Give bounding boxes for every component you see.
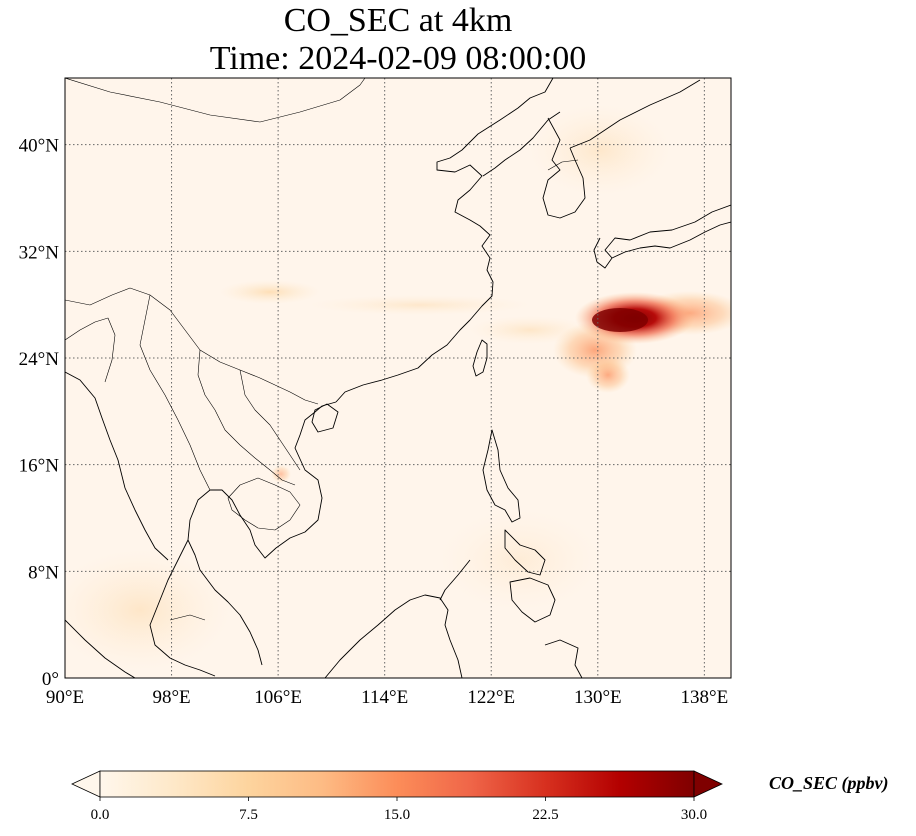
colorbar: 0.0 7.5 15.0 22.5 30.0 CO_SEC (ppbv): [71, 770, 889, 823]
coast-taiwan: [472, 339, 488, 377]
coast-mindanao: [509, 577, 556, 623]
border-india-myanmar: [65, 317, 116, 383]
field-cambodia-spot: [271, 465, 291, 483]
lon-tick-label: 130°E: [574, 687, 622, 708]
coast-palawan: [439, 559, 471, 601]
colorbar-ticks: 0.0 7.5 15.0 22.5 30.0: [91, 797, 707, 823]
title-line-time: Time: 2024-02-09 08:00:00: [209, 40, 587, 77]
colorbar-tick-label: 22.5: [532, 807, 558, 823]
colorbar-extend-max: [693, 770, 723, 798]
lat-tick-label: 8°N: [28, 562, 59, 583]
gridlines: [65, 78, 731, 678]
border-china-north: [65, 78, 366, 123]
coast-myanmar: [65, 371, 169, 561]
lat-tick-label: 32°N: [19, 242, 60, 263]
lon-tick-label: 98°E: [152, 687, 190, 708]
lon-tick-label: 114°E: [361, 687, 408, 708]
border-laos-vietnam: [239, 369, 301, 471]
title-line-variable: CO_SEC at 4km: [283, 2, 513, 39]
map-title: CO_SEC at 4km Time: 2024-02-09 08:00:00: [0, 2, 796, 78]
field-southwest: [65, 550, 230, 670]
coast-indochina: [187, 401, 337, 666]
coast-malay-peninsula: [149, 539, 216, 677]
border-thai-malaysia: [169, 614, 206, 621]
lon-tick-label: 106°E: [254, 687, 302, 708]
field-east-china-band: [310, 295, 530, 315]
colorbar-tick-label: 30.0: [681, 807, 707, 823]
longitude-tick-labels: 90°E 98°E 106°E 114°E 122°E 130°E 138°E: [46, 687, 728, 708]
field-south-sea: [440, 510, 600, 610]
coast-mainland-china: [335, 78, 554, 403]
coast-russia-far-east: [569, 79, 701, 149]
colorbar-gradient: [99, 770, 695, 798]
map-frame: [64, 77, 732, 679]
map-area[interactable]: [50, 78, 745, 678]
concentration-field: [65, 105, 731, 670]
lon-tick-label: 138°E: [681, 687, 729, 708]
lat-tick-label: 0°: [42, 669, 59, 690]
coast-sumatra: [65, 619, 136, 678]
field-korea: [530, 105, 670, 195]
colorbar-tick-label: 0.0: [91, 807, 110, 823]
coast-visayas: [504, 529, 546, 576]
border-north-korea: [547, 159, 579, 171]
coast-bohai-liaodong: [482, 111, 561, 177]
coast-hainan: [311, 403, 339, 433]
country-borders: [65, 78, 579, 621]
lon-tick-label: 90°E: [46, 687, 84, 708]
plume-peak: [592, 308, 648, 332]
lat-tick-label: 24°N: [19, 349, 60, 370]
plume-south-tail: [586, 357, 630, 393]
field-sichuan-band: [220, 280, 320, 304]
coast-japan-kyushu: [593, 237, 613, 269]
latitude-tick-labels: 0° 8°N 16°N 24°N 32°N 40°N: [19, 136, 60, 690]
coastlines: [65, 78, 731, 678]
lat-tick-label: 40°N: [19, 136, 60, 157]
coast-borneo: [324, 594, 463, 678]
colorbar-tick-label: 7.5: [239, 807, 258, 823]
coast-sulawesi: [544, 639, 583, 678]
border-myanmar-thailand: [139, 294, 211, 491]
lon-tick-label: 122°E: [467, 687, 515, 708]
colorbar-extend-min: [71, 770, 101, 798]
colorbar-label: CO_SEC (ppbv): [769, 773, 889, 794]
border-cambodia: [227, 477, 301, 531]
colorbar-tick-label: 15.0: [384, 807, 410, 823]
border-laos: [197, 349, 296, 486]
coast-korea: [542, 117, 586, 219]
lat-tick-label: 16°N: [19, 456, 60, 477]
coast-luzon: [482, 429, 521, 523]
